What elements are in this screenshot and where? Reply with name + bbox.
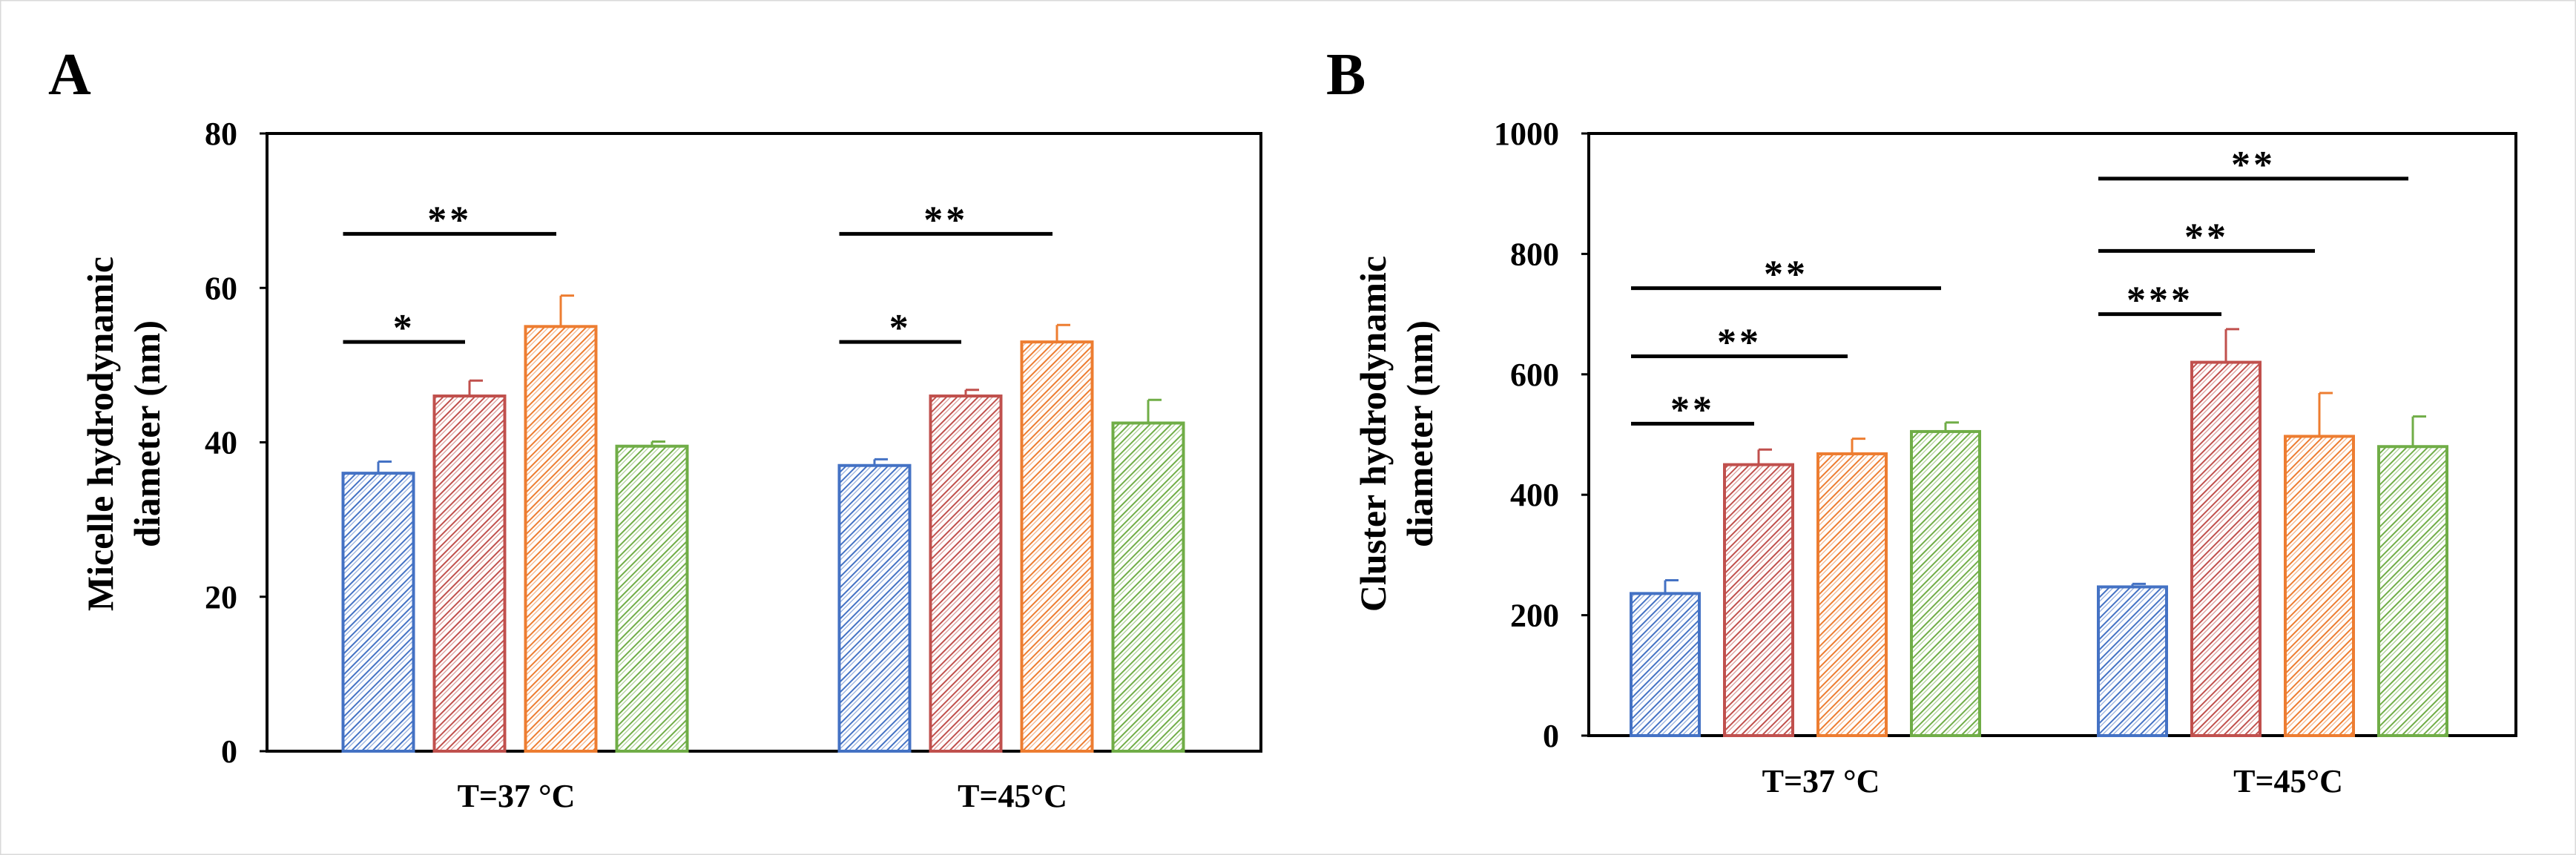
panel-a-significance-label: *	[889, 307, 912, 349]
panel-b-y-tick-label: 800	[1510, 236, 1559, 272]
panel-a-bar	[432, 395, 507, 753]
panel-b-y-tick-label: 0	[1543, 718, 1559, 754]
panel-a-category-label: T=45°C	[958, 778, 1067, 814]
panel-a-y-tick-label: 0	[221, 733, 237, 770]
panel-b-significance-label: **	[2184, 216, 2229, 258]
panel-b-significance-label: **	[1670, 389, 1715, 431]
panel-a: A Micelle hydrodynamic diameter (nm) 0 20…	[48, 42, 1262, 814]
panel-b-bar	[2190, 360, 2262, 737]
panel-a-significance-label: *	[393, 307, 415, 349]
panel-b-bar	[1723, 463, 1794, 737]
panel-a-bar	[837, 463, 912, 753]
panel-a-bar	[615, 444, 689, 753]
panel-b-bar	[2097, 585, 2168, 737]
panel-b-significance-label: **	[1764, 254, 1808, 296]
panel-b-significance-label: **	[1717, 321, 1762, 363]
panel-b-y-tick-label: 400	[1510, 477, 1559, 513]
panel-b-y-tick-label: 1000	[1494, 116, 1559, 152]
panel-b-bar	[2377, 445, 2448, 737]
panel-a-bar	[341, 472, 415, 753]
panel-a-y-tick-label: 40	[205, 425, 237, 461]
panel-a-bar	[1111, 421, 1185, 753]
panel-a-significance-label: **	[923, 199, 968, 241]
panel-b: B Cluster hydrodynamic diameter (nm) 0 20…	[1326, 42, 2517, 799]
panel-b-bar	[1816, 452, 1888, 737]
panel-a-bar	[1020, 340, 1094, 753]
panel-b-bar	[1910, 429, 1981, 737]
panel-b-y-tick-label: 200	[1510, 598, 1559, 634]
panel-a-y-tick-label: 20	[205, 579, 237, 615]
panel-b-bar	[1630, 592, 1701, 737]
panel-b-letter: B	[1326, 42, 1366, 108]
panel-b-plot-frame	[1587, 132, 2517, 737]
panel-b-category-label: T=45°C	[2233, 763, 2343, 799]
panel-b-y-axis-title-line-2: diameter (nm)	[1399, 320, 1440, 547]
panel-b-y-axis-title-line-1: Cluster hydrodynamic	[1352, 256, 1394, 612]
panel-b-significance-label: **	[2231, 144, 2276, 186]
panel-a-bar	[524, 325, 598, 753]
panel-b-bar	[2284, 435, 2355, 737]
panel-a-significance-label: **	[427, 199, 472, 241]
panel-a-category-label: T=37 °C	[458, 778, 576, 814]
panel-a-letter: A	[48, 42, 91, 108]
panel-a-y-axis-title-line-2: diameter (nm)	[126, 320, 168, 547]
panel-b-y-tick-label: 600	[1510, 357, 1559, 393]
panel-a-y-axis-title-line-1: Micelle hydrodynamic	[79, 257, 121, 611]
panel-a-bar	[929, 395, 1003, 753]
panel-b-significance-label: ***	[2127, 280, 2193, 322]
panel-b-category-label: T=37 °C	[1762, 763, 1880, 799]
panel-a-y-tick-label: 60	[205, 270, 237, 306]
panel-a-y-tick-label: 80	[205, 116, 237, 152]
